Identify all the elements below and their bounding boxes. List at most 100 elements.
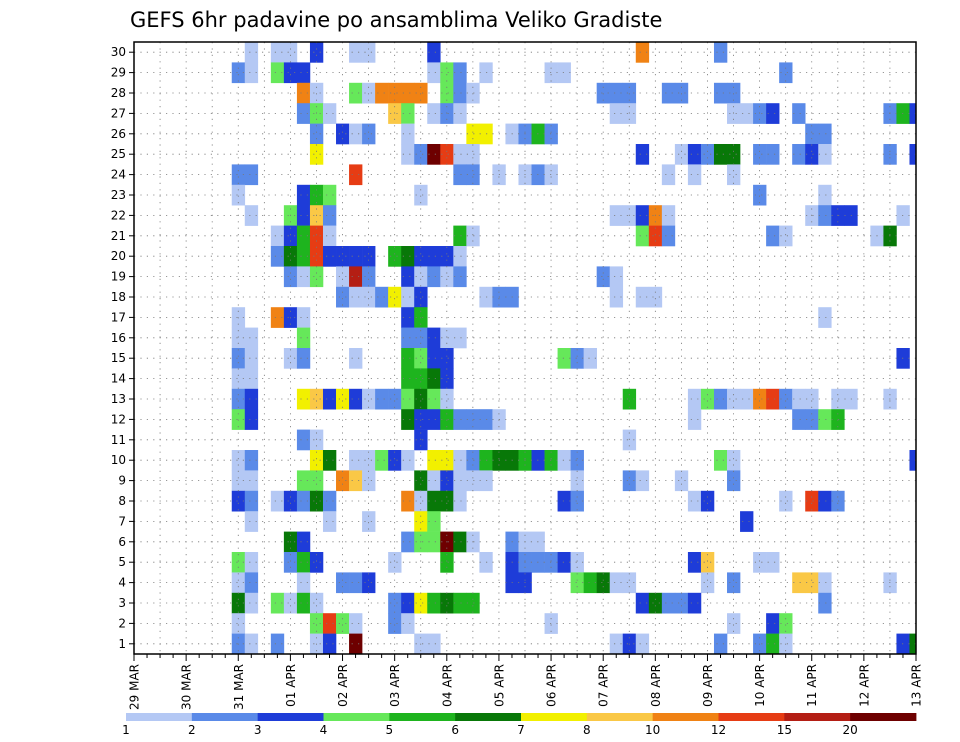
heatmap-cell xyxy=(414,266,428,288)
heatmap-cell xyxy=(427,348,441,369)
heatmap-cell xyxy=(401,307,415,328)
heatmap-cell xyxy=(674,144,689,165)
heatmap-cell xyxy=(427,246,441,267)
heatmap-cell xyxy=(283,42,298,63)
heatmap-cell xyxy=(766,103,780,124)
color-legend: 1 2 3 4 5 6 7 8 10 12 15 20 xyxy=(122,713,917,737)
heatmap-cell xyxy=(453,266,467,288)
heatmap-cell xyxy=(283,348,298,369)
heatmap-cell xyxy=(296,307,311,328)
heatmap-cell xyxy=(661,205,676,226)
heatmap-cell xyxy=(727,144,741,165)
heatmap-cell xyxy=(231,184,246,206)
heatmap-cell xyxy=(544,450,558,471)
heatmap-cell xyxy=(544,552,558,573)
y-tick-label: 11 xyxy=(111,433,126,447)
x-tick-label: 30 MAR xyxy=(180,664,194,710)
heatmap-cell xyxy=(570,470,584,492)
heatmap-cell xyxy=(700,388,715,410)
heatmap-cell xyxy=(244,511,259,532)
heatmap-cell xyxy=(440,246,454,267)
x-tick-label: 03 APR xyxy=(388,664,402,707)
heatmap-cell xyxy=(322,388,337,410)
heatmap-cell xyxy=(322,205,337,226)
legend-label: 4 xyxy=(320,723,328,737)
heatmap-cell xyxy=(635,633,650,655)
y-tick-label: 3 xyxy=(118,596,126,610)
x-tick-label: 10 APR xyxy=(753,664,767,707)
heatmap-cell xyxy=(818,144,832,165)
heatmap-cell xyxy=(244,348,259,369)
y-tick-label: 25 xyxy=(111,147,126,161)
heatmap-cell xyxy=(362,470,376,492)
y-tick-label: 30 xyxy=(111,45,126,59)
heatmap-cell xyxy=(309,490,324,512)
heatmap-cell xyxy=(427,42,441,63)
y-tick-label: 7 xyxy=(118,514,126,528)
heatmap-cell xyxy=(296,82,311,104)
heatmap-cell xyxy=(414,409,428,430)
heatmap-cell xyxy=(570,450,584,471)
heatmap-cell xyxy=(244,62,259,84)
heatmap-cell xyxy=(414,246,428,267)
heatmap-cell xyxy=(766,552,780,573)
heatmap-cell xyxy=(570,572,584,594)
heatmap-cell xyxy=(766,633,780,655)
heatmap-cell xyxy=(713,450,728,471)
heatmap-cell xyxy=(453,103,467,124)
heatmap-cell xyxy=(440,144,454,165)
legend-label: 3 xyxy=(254,723,262,737)
heatmap-cell xyxy=(727,470,741,492)
heatmap-cell xyxy=(440,266,454,288)
y-tick-label: 15 xyxy=(111,351,126,365)
heatmap-cell xyxy=(557,62,571,84)
heatmap-cell xyxy=(362,266,376,288)
heatmap-cell xyxy=(766,388,780,410)
legend-swatch xyxy=(586,713,654,721)
heatmap-cell xyxy=(270,246,285,267)
legend-swatch xyxy=(389,713,456,721)
heatmap-cell xyxy=(700,572,715,594)
heatmap-cell xyxy=(401,531,415,553)
heatmap-cell xyxy=(336,286,350,308)
y-tick-label: 8 xyxy=(118,494,126,508)
heatmap-cell xyxy=(309,552,324,573)
heatmap-cell xyxy=(375,450,389,471)
heatmap-cell xyxy=(401,592,415,614)
heatmap-cell xyxy=(244,164,259,186)
heatmap-cell xyxy=(635,144,650,165)
heatmap-cell xyxy=(401,82,415,104)
heatmap-cell xyxy=(231,592,246,614)
heatmap-cell xyxy=(362,286,376,308)
heatmap-cell xyxy=(427,633,441,655)
heatmap-cell xyxy=(440,490,454,512)
heatmap-cell xyxy=(727,82,741,104)
heatmap-cell xyxy=(583,348,597,369)
heatmap-cell xyxy=(349,348,363,369)
heatmap-cell xyxy=(427,327,441,349)
heatmap-cell xyxy=(674,592,689,614)
heatmap-cell xyxy=(570,348,584,369)
heatmap-cell xyxy=(362,511,376,532)
heatmap-cell xyxy=(349,450,363,471)
heatmap-cell xyxy=(440,368,454,390)
heatmap-cell xyxy=(401,409,415,430)
heatmap-cell xyxy=(296,184,311,206)
heatmap-cell xyxy=(440,592,454,614)
heatmap-cell xyxy=(818,205,832,226)
heatmap-cell xyxy=(309,42,324,63)
grid-lines xyxy=(134,42,916,654)
heatmap-cell xyxy=(349,82,363,104)
heatmap-cell xyxy=(909,633,917,655)
heatmap-cell xyxy=(231,409,246,430)
heatmap-cell xyxy=(648,592,663,614)
heatmap-cell xyxy=(309,225,324,247)
heatmap-cell xyxy=(362,450,376,471)
y-tick-label: 23 xyxy=(111,188,126,202)
heatmap-cell xyxy=(375,388,389,410)
legend-swatch xyxy=(784,713,851,721)
heatmap-cell xyxy=(244,592,259,614)
heatmap-cell xyxy=(270,225,285,247)
y-tick-label: 27 xyxy=(111,106,126,120)
x-tick-label: 31 MAR xyxy=(232,664,246,710)
